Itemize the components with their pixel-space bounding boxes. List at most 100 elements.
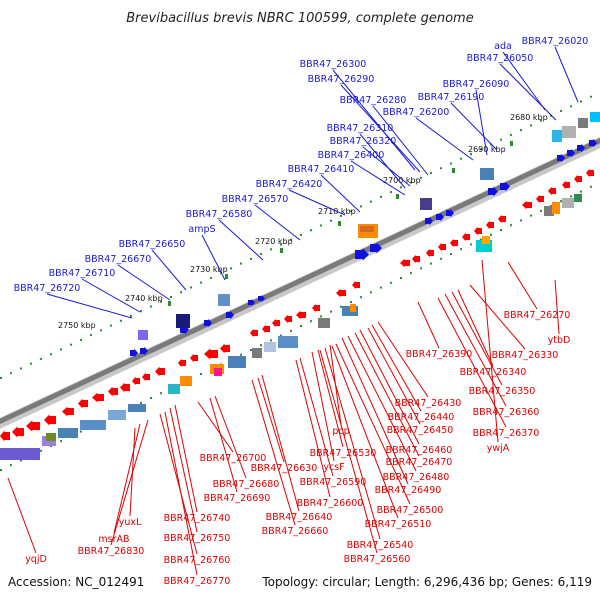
scale-dot-lower bbox=[20, 459, 22, 462]
scale-dot-upper bbox=[580, 100, 582, 103]
scale-dot-lower bbox=[0, 469, 2, 471]
gene-label: BBR47_26740 bbox=[164, 513, 231, 524]
gene-forward-arrow bbox=[130, 348, 138, 358]
scale-dot-lower bbox=[410, 272, 412, 275]
gene-reverse-arrow bbox=[474, 226, 482, 236]
scale-dot-upper bbox=[380, 195, 382, 198]
scale-dot-upper bbox=[280, 243, 282, 246]
gene-label: BBR47_26720 bbox=[14, 283, 81, 294]
gene-label: BBR47_26600 bbox=[297, 498, 364, 509]
scale-tick bbox=[452, 168, 455, 173]
scale-dot-upper bbox=[200, 281, 202, 284]
annotation-block bbox=[46, 433, 56, 441]
scale-dot-upper bbox=[520, 129, 522, 132]
gene-reverse-arrow bbox=[78, 398, 88, 409]
map-title: Brevibacillus brevis NBRC 100599, comple… bbox=[126, 11, 473, 26]
gene-label: BBR47_26320 bbox=[330, 136, 397, 147]
gene-reverse-arrow bbox=[296, 310, 306, 320]
scale-dot-lower bbox=[500, 229, 502, 231]
gene-label: msrAB bbox=[98, 534, 129, 545]
scale-dot-lower bbox=[10, 464, 12, 467]
leader-line bbox=[554, 279, 560, 335]
leader-line bbox=[359, 133, 406, 189]
scale-dot-upper bbox=[10, 372, 12, 375]
leader-line bbox=[359, 329, 420, 445]
scale-dot-lower bbox=[140, 401, 142, 404]
gene-label: BBR47_26190 bbox=[418, 92, 485, 103]
leader-line bbox=[295, 359, 331, 498]
scale-dot-lower bbox=[570, 195, 572, 198]
scale-tick bbox=[280, 248, 283, 253]
scale-dot-upper bbox=[180, 291, 182, 294]
scale-dot-upper bbox=[300, 234, 302, 236]
gene-reverse-arrow bbox=[250, 328, 258, 338]
gene-label: BBR47_26280 bbox=[340, 95, 407, 106]
scale-dot-upper bbox=[210, 276, 212, 279]
scale-dot-upper bbox=[150, 305, 152, 308]
scale-dot-upper bbox=[540, 119, 542, 122]
leader-line bbox=[362, 146, 411, 187]
scale-dot-upper bbox=[110, 324, 112, 327]
annotation-block bbox=[214, 368, 222, 376]
scale-dot-lower bbox=[370, 291, 372, 294]
leader-line bbox=[332, 69, 416, 171]
gene-label: BBR47_26580 bbox=[186, 209, 253, 220]
annotation-block bbox=[252, 348, 262, 358]
gene-label: BBR47_26570 bbox=[222, 194, 289, 205]
annotation-block bbox=[228, 356, 246, 368]
gene-label: BBR47_26710 bbox=[49, 268, 116, 279]
scale-dot-lower bbox=[300, 325, 302, 327]
leader-line bbox=[340, 84, 421, 173]
leader-line bbox=[451, 291, 503, 386]
gene-forward-arrow bbox=[567, 148, 575, 158]
gene-label: BBR47_26540 bbox=[347, 540, 414, 551]
gene-label: BBR47_26660 bbox=[262, 526, 329, 537]
scale-dot-upper bbox=[60, 348, 62, 351]
gene-label: BBR47_26270 bbox=[504, 310, 571, 321]
scale-dot-lower bbox=[160, 392, 162, 395]
gene-label: ada bbox=[494, 41, 512, 52]
gene-reverse-arrow bbox=[142, 372, 150, 382]
gene-reverse-arrow bbox=[120, 382, 130, 393]
gene-label: ycsF bbox=[323, 462, 344, 473]
gene-label: BBR47_26390 bbox=[406, 349, 473, 360]
scale-dot-upper bbox=[440, 167, 442, 170]
scale-dot-lower bbox=[590, 185, 592, 188]
scale-dot-upper bbox=[40, 357, 42, 360]
gene-label: ywjA bbox=[487, 443, 510, 454]
scale-dot-upper bbox=[350, 210, 352, 213]
leader-line bbox=[251, 379, 296, 526]
scale-dot-upper bbox=[230, 267, 232, 270]
leader-line bbox=[261, 374, 300, 512]
scale-dot-lower bbox=[150, 397, 152, 399]
gene-reverse-arrow bbox=[62, 406, 74, 417]
gene-forward-arrow bbox=[370, 242, 382, 254]
gene-reverse-arrow bbox=[498, 214, 506, 224]
scale-dot-lower bbox=[430, 262, 432, 265]
scale-dot-upper bbox=[130, 315, 132, 318]
gene-forward-arrow bbox=[355, 248, 369, 261]
annotation-block bbox=[80, 420, 106, 430]
annotation-block bbox=[552, 202, 560, 214]
annotation-block bbox=[176, 314, 190, 328]
scale-label: 2690 kbp bbox=[468, 145, 506, 154]
scale-dot-upper bbox=[360, 205, 362, 208]
scale-dot-lower bbox=[520, 219, 522, 222]
scale-dot-lower bbox=[420, 267, 422, 270]
scale-dot-lower bbox=[460, 248, 462, 251]
leader-line bbox=[415, 117, 474, 161]
leader-line bbox=[299, 357, 334, 477]
gene-reverse-arrow bbox=[450, 238, 458, 248]
gene-reverse-arrow bbox=[92, 392, 104, 403]
scale-dot-lower bbox=[80, 430, 82, 433]
scale-dot-upper bbox=[160, 300, 162, 303]
leader-line bbox=[197, 401, 234, 453]
gene-label: BBR47_26330 bbox=[492, 350, 559, 361]
leader-line bbox=[499, 63, 557, 121]
leader-line bbox=[317, 349, 344, 448]
scale-dot-upper bbox=[240, 262, 242, 265]
scale-dot-upper bbox=[510, 133, 512, 136]
scale-dot-upper bbox=[140, 310, 142, 313]
